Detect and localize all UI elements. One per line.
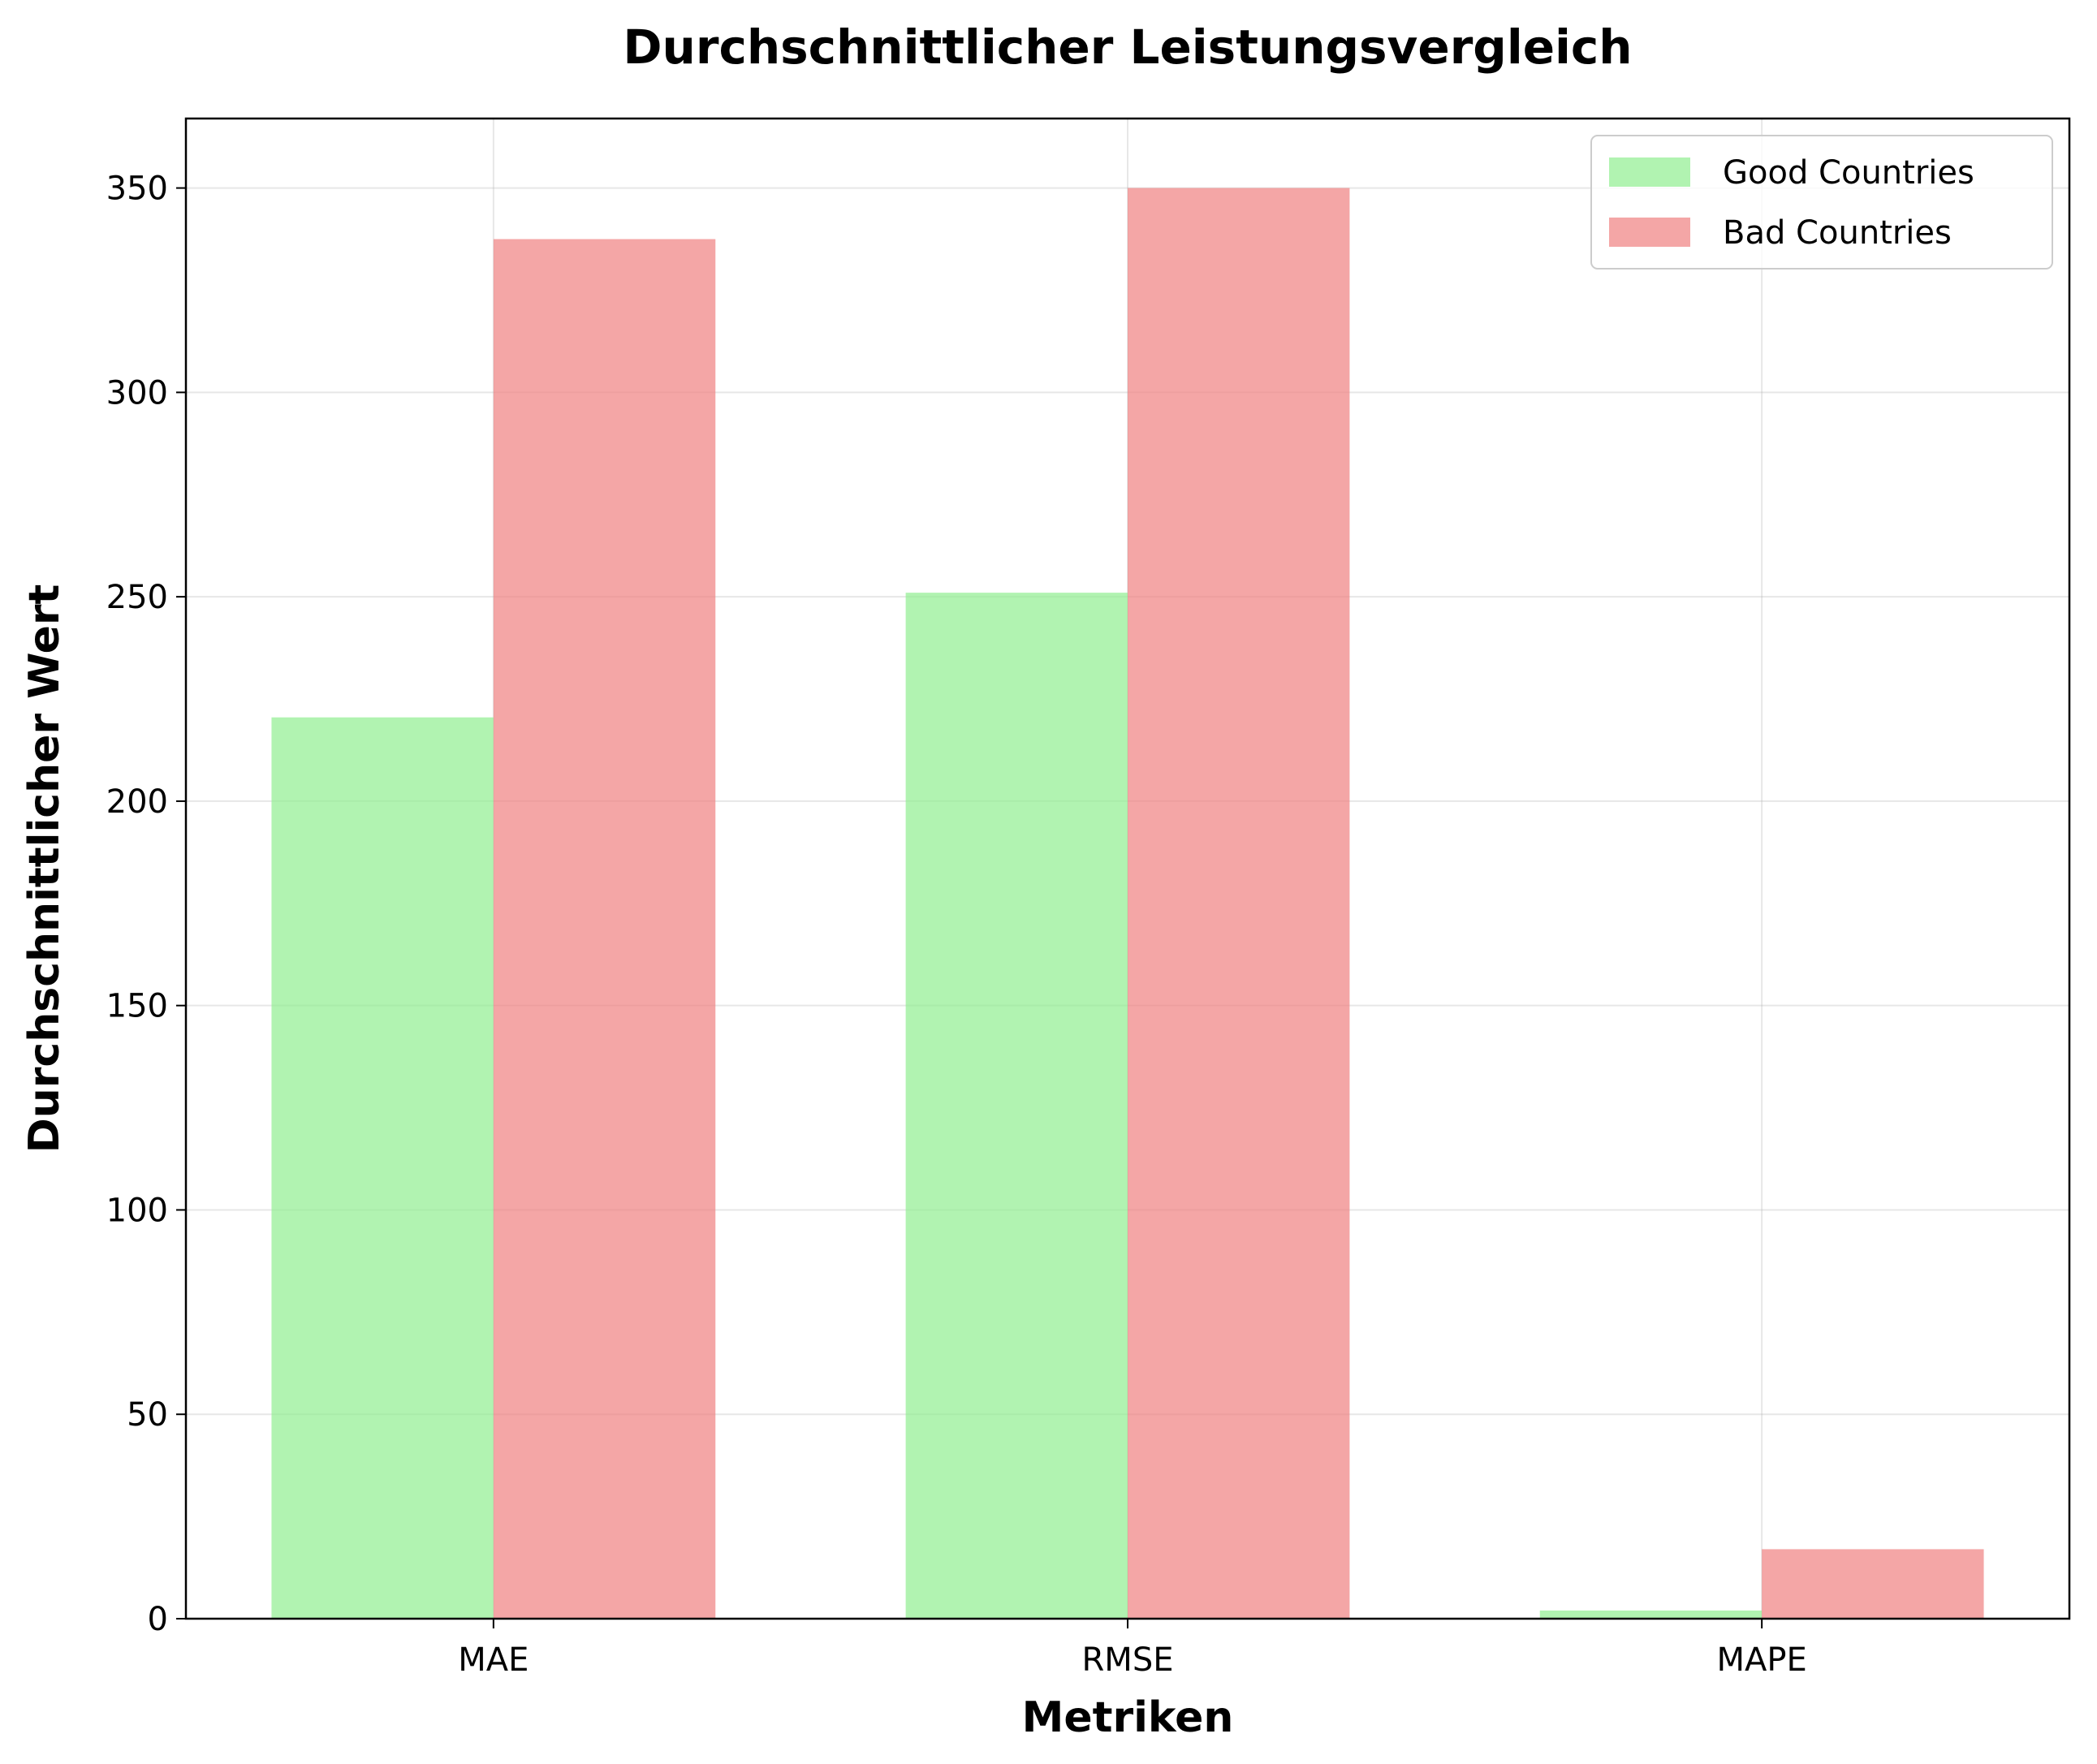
bar-mape-series-1 — [1539, 1610, 1763, 1619]
y-tick-label: 350 — [106, 170, 168, 208]
y-tick-label: 150 — [106, 988, 168, 1025]
legend-box — [1590, 135, 2053, 270]
legend-swatch — [1609, 157, 1690, 187]
bar-mape-series-2 — [1762, 1549, 1984, 1619]
legend-label: Good Countries — [1723, 154, 1974, 192]
y-tick-label: 250 — [106, 579, 168, 616]
bar-rmse-series-1 — [905, 593, 1128, 1619]
bars — [271, 188, 1984, 1620]
y-axis: 0 50 100 150 200 250 300 350 — [106, 170, 186, 1638]
x-axis: MAE RMSE MAPE — [458, 1619, 1807, 1679]
x-tick-label: MAPE — [1717, 1641, 1807, 1679]
y-tick-label: 100 — [106, 1192, 168, 1229]
legend-swatch — [1609, 218, 1690, 247]
legend: Good Countries Bad Countries — [1590, 135, 2053, 270]
x-tick-label: MAE — [458, 1641, 529, 1679]
y-tick-label: 200 — [106, 783, 168, 821]
bar-mae-series-1 — [271, 717, 494, 1619]
y-tick-label: 0 — [148, 1601, 168, 1638]
x-axis-label: Metriken — [1022, 1693, 1234, 1742]
bar-mae-series-2 — [493, 239, 716, 1620]
x-tick-label: RMSE — [1082, 1641, 1174, 1679]
bar-rmse-series-2 — [1128, 188, 1350, 1619]
y-tick-label: 300 — [106, 374, 168, 412]
chart-title: Durchschnittlicher Leistungsvergleich — [623, 19, 1632, 75]
y-tick-label: 50 — [127, 1396, 168, 1434]
legend-label: Bad Countries — [1723, 214, 1952, 252]
y-axis-label: Durchschnittlicher Wert — [20, 584, 69, 1154]
